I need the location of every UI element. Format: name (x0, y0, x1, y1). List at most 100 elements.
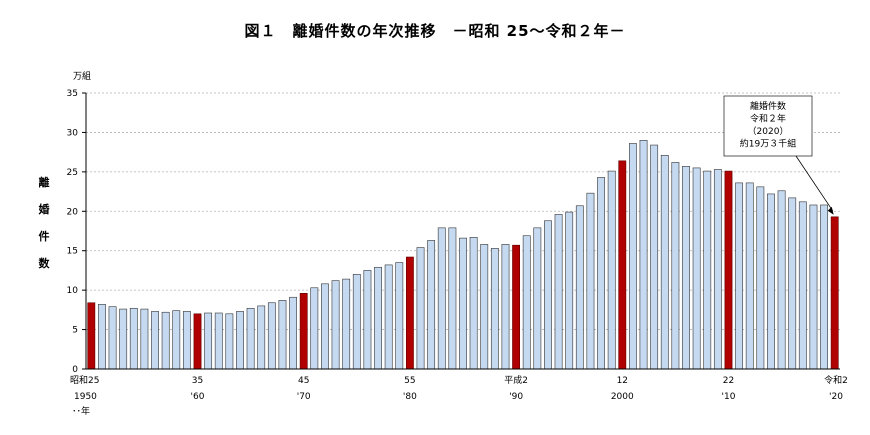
bar-highlight-2010 (724, 170, 733, 370)
callout-text-line: 離婚件数 (750, 100, 786, 112)
bar-1987 (480, 244, 489, 370)
bar-1982 (427, 240, 436, 370)
bar-1983 (437, 227, 446, 370)
bar-highlight-1980 (405, 256, 414, 370)
bar-1976 (363, 270, 372, 370)
x-tick-western-label: '10 (722, 392, 736, 402)
bar-1968 (278, 300, 287, 370)
bar-1954 (129, 307, 138, 370)
bar-2019 (820, 204, 828, 370)
bar-2016 (788, 197, 797, 370)
x-tick-era-label: 55 (404, 376, 415, 386)
bar-1961 (204, 312, 213, 370)
bar-2008 (703, 170, 712, 370)
bar-highlight-1950 (87, 302, 96, 370)
bar-1955 (140, 308, 149, 370)
x-tick-era-label: 22 (723, 376, 734, 386)
bar-2012 (745, 182, 754, 370)
x-tick-era-label: 令和2 (824, 374, 848, 386)
y-unit-label: 万組 (73, 70, 91, 82)
bar-1998 (597, 177, 605, 370)
bar-1956 (151, 311, 159, 370)
bar-1952 (108, 306, 117, 370)
y-tick-label: 5 (72, 326, 78, 336)
bar-1971 (310, 287, 319, 370)
bar-1995 (565, 211, 574, 370)
bar-highlight-1970 (299, 292, 308, 370)
bar-2013 (756, 186, 765, 370)
bar-1988 (490, 248, 499, 370)
x-tick-era-label: 45 (298, 376, 309, 386)
bar-2001 (628, 143, 637, 370)
y-axis-title-char: 数 (39, 256, 51, 270)
y-tick-label: 20 (67, 207, 79, 217)
y-axis-title-char: 離 (39, 175, 50, 189)
bar-1977 (374, 266, 382, 370)
bar-1963 (225, 313, 234, 370)
callout-box (723, 95, 813, 157)
bar-2007 (692, 167, 701, 370)
x-tick-western-label: 2000 (611, 392, 634, 402)
y-tick-label: 0 (72, 365, 78, 375)
bar-2014 (767, 193, 775, 370)
bar-highlight-2000 (618, 160, 627, 370)
bar-1958 (172, 310, 181, 370)
x-tick-western-label: '90 (509, 392, 523, 402)
bar-1997 (586, 192, 595, 370)
bar-highlight-1990 (512, 244, 521, 370)
bar-1957 (161, 311, 170, 370)
x-tick-era-label: 35 (192, 376, 203, 386)
bar-1999 (607, 170, 616, 370)
bar-2004 (660, 155, 669, 370)
y-tick-label: 15 (67, 247, 78, 257)
bar-1969 (289, 296, 297, 370)
callout-text-line: 令和２年 (750, 113, 786, 125)
bar-highlight-1960 (193, 313, 202, 370)
bar-1996 (575, 205, 584, 370)
y-axis-title-char: 婚 (39, 202, 50, 216)
x-tick-western-label: '20 (829, 392, 843, 402)
callout-text-line: 約19万３千組 (740, 138, 796, 150)
y-tick-label: 35 (67, 89, 78, 99)
bar-1989 (501, 244, 510, 370)
y-tick-label: 30 (67, 128, 79, 138)
bar-1992 (533, 227, 542, 370)
bar-2002 (639, 140, 648, 370)
x-tick-western-label: '70 (297, 392, 311, 402)
y-axis-title-char: 件 (39, 229, 50, 243)
axes (82, 92, 840, 370)
bar-1985 (459, 237, 467, 370)
bar-2006 (682, 166, 690, 370)
bar-1986 (469, 237, 478, 370)
bar-1959 (182, 311, 191, 370)
bar-1965 (246, 307, 255, 370)
bar-2011 (735, 182, 744, 370)
bar-1966 (257, 305, 266, 370)
bar-1975 (352, 274, 361, 370)
bars (87, 140, 839, 370)
bar-2015 (777, 190, 786, 370)
bar-1994 (554, 214, 563, 370)
bar-1979 (395, 262, 404, 370)
bar-2018 (809, 204, 818, 370)
x-tick-era-label: 昭和25 (70, 375, 99, 386)
bar-2009 (713, 169, 722, 370)
bar-2003 (650, 144, 659, 370)
x-tick-western-label: 1950 (74, 392, 97, 402)
callout-text-line: （2020） (748, 126, 789, 137)
bar-1974 (342, 278, 351, 370)
chart-title: 図１ 離婚件数の年次推移 －昭和 25～令和２年－ (244, 22, 626, 40)
bar-1972 (321, 283, 329, 370)
bar-2005 (671, 162, 680, 370)
callout-arrow-line (795, 155, 834, 212)
bar-1962 (214, 312, 223, 370)
bar-highlight-2020 (830, 216, 839, 370)
x-tick-era-label: 12 (617, 376, 628, 386)
y-tick-label: 10 (67, 286, 79, 296)
bar-1967 (267, 302, 276, 370)
x-tick-western-label: '60 (191, 392, 205, 402)
x-tick-era-label: 平成2 (504, 374, 528, 386)
bar-2017 (798, 201, 807, 370)
bar-1981 (416, 247, 425, 370)
